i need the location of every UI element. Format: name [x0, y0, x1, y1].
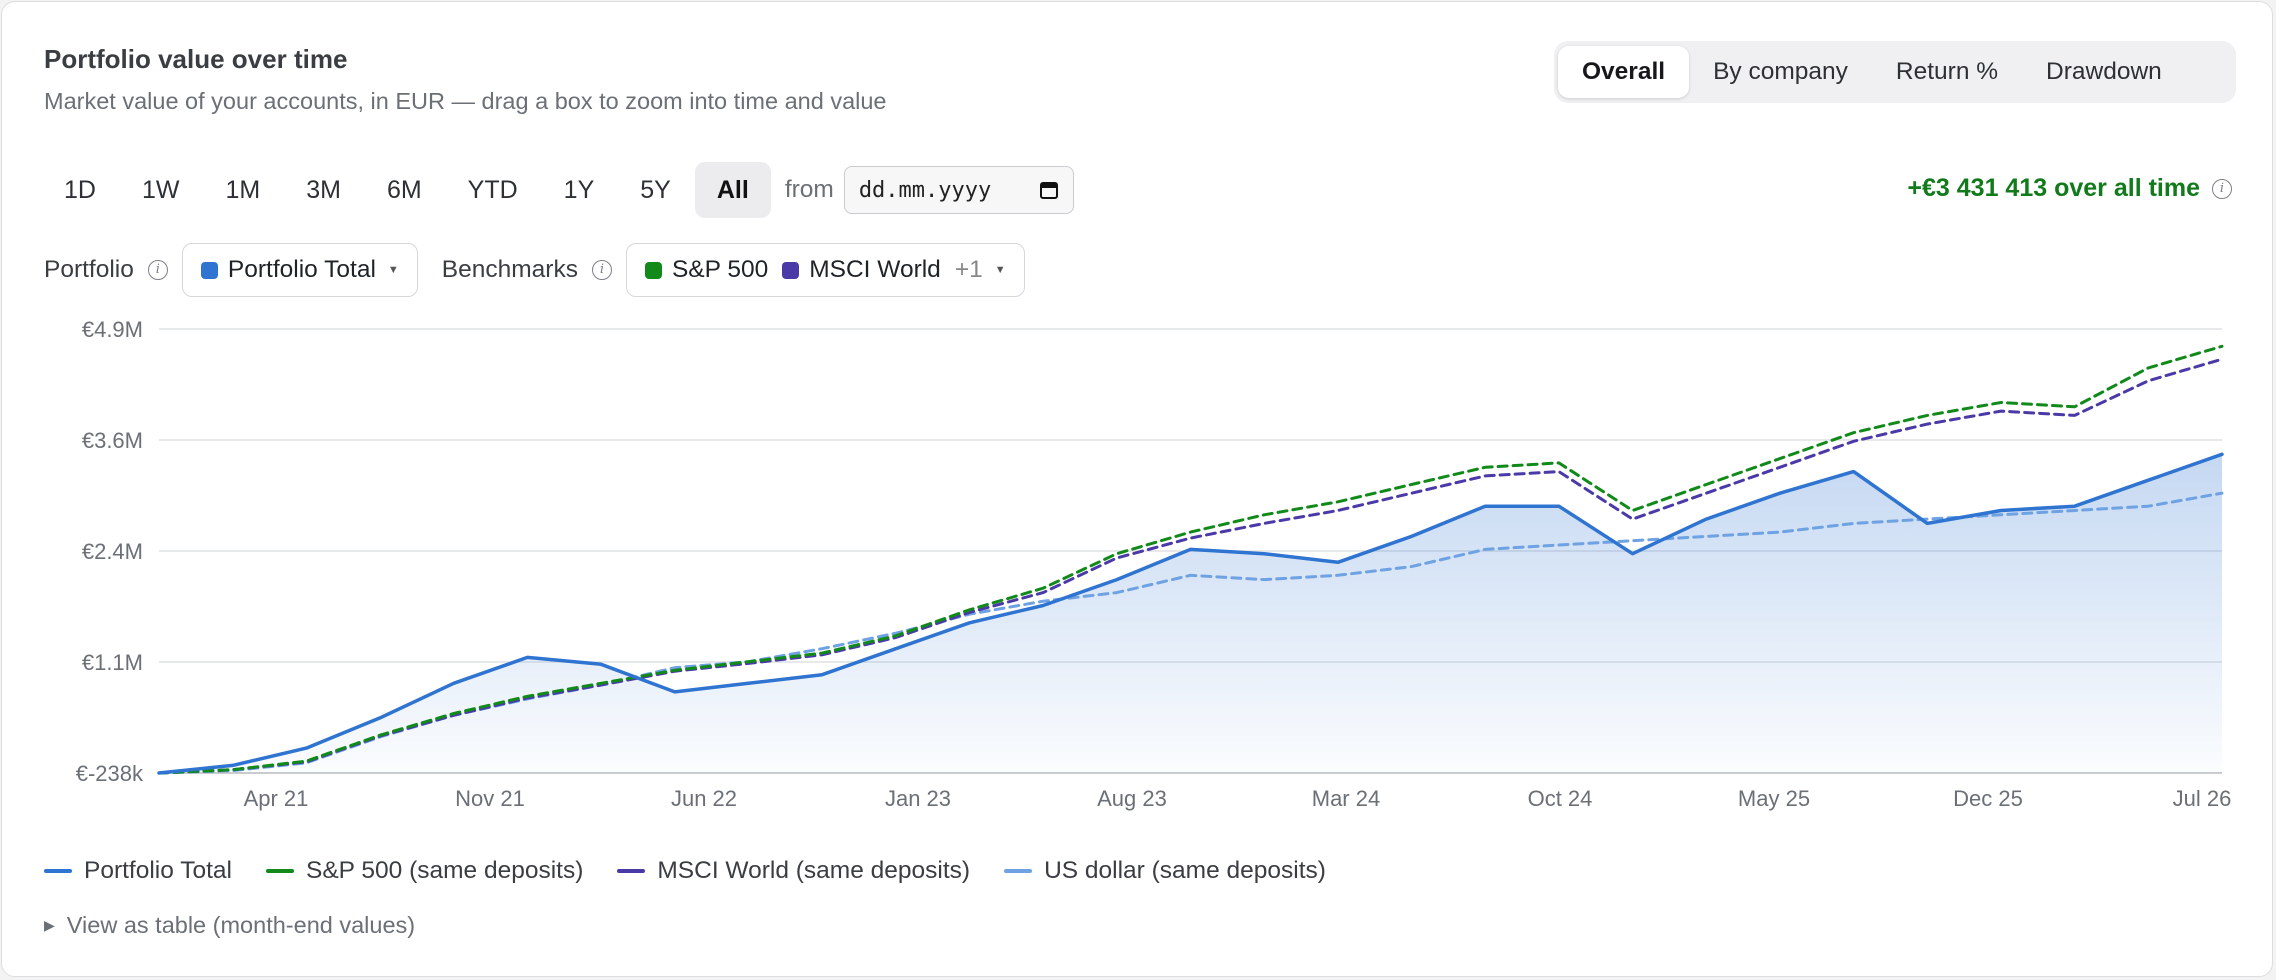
x-tick-label: Jun 22 [671, 786, 737, 811]
range-selector: 1D 1W 1M 3M 6M YTD 1Y 5Y All from dd.mm.… [42, 162, 1074, 218]
legend-item-sp500[interactable]: S&P 500 (same deposits) [266, 857, 583, 885]
chevron-down-icon: ▼ [994, 264, 1006, 276]
y-tick-label: €-238k [76, 761, 144, 786]
series-line-s-p-500-same-deposits [157, 344, 2224, 775]
portfolio-select[interactable]: Portfolio Total ▼ [181, 243, 418, 297]
info-icon[interactable]: i [2212, 179, 2232, 199]
x-tick-label: Jan 23 [885, 786, 951, 811]
disclosure-triangle-icon: ▶ [44, 917, 55, 933]
range-1w-button[interactable]: 1W [141, 176, 180, 204]
range-1m-button[interactable]: 1M [225, 176, 261, 204]
tab-drawdown[interactable]: Drawdown [2046, 58, 2162, 85]
benchmark-msci-world-label: MSCI World [809, 256, 941, 283]
range-ytd-button[interactable]: YTD [467, 176, 518, 204]
x-tick-label: Jul 26 [2173, 786, 2232, 811]
page-subtitle: Market value of your accounts, in EUR — … [44, 88, 887, 114]
x-tick-label: Aug 23 [1097, 786, 1167, 811]
series-line-portfolio-total [157, 452, 2224, 775]
range-1y-button[interactable]: 1Y [563, 176, 595, 204]
line-chart[interactable]: €-238k €1.1M €2.4M €3.6M €4.9M Apr 21 Nov 21 J… [2, 302, 2274, 842]
portfolio-area [159, 454, 2222, 773]
page-title: Portfolio value over time [44, 44, 348, 74]
benchmark-sp500-label: S&P 500 [671, 256, 769, 283]
total-change-value: +€3 431 413 over all time [1907, 174, 2200, 202]
legend-line [44, 869, 72, 873]
range-5y-button[interactable]: 5Y [640, 176, 671, 204]
from-label: from [784, 176, 834, 203]
x-tick-label: Mar 24 [1312, 786, 1380, 811]
x-tick-label: May 25 [1738, 786, 1810, 811]
legend-item-msci-world[interactable]: MSCI World (same deposits) [617, 857, 970, 885]
range-6m-button[interactable]: 6M [386, 176, 422, 204]
tab-overall[interactable]: Overall [1558, 46, 1690, 98]
portfolio-swatch [200, 261, 218, 279]
chart-legend: Portfolio Total S&P 500 (same deposits) … [44, 857, 1360, 885]
x-tick-label: Nov 21 [455, 786, 525, 811]
legend-line [1004, 869, 1033, 873]
legend-label: US dollar (same deposits) [1044, 857, 1326, 884]
legend-label: MSCI World (same deposits) [657, 857, 971, 884]
from-date-input[interactable]: dd.mm.yyyy [843, 166, 1074, 214]
legend-item-us-dollar[interactable]: US dollar (same deposits) [1004, 857, 1326, 885]
y-tick-label: €4.9M [82, 317, 143, 342]
msci-world-swatch [782, 261, 800, 279]
portfolio-selected-label: Portfolio Total [227, 256, 376, 283]
benchmark-more-count: +1 [954, 256, 983, 283]
from-date-placeholder: dd.mm.yyyy [858, 177, 992, 203]
y-tick-label: €2.4M [82, 539, 143, 564]
sp500-swatch [644, 261, 662, 279]
x-tick-label: Dec 25 [1953, 786, 2023, 811]
portfolio-info-icon[interactable]: i [147, 260, 168, 280]
legend-line [266, 869, 294, 873]
x-tick-label: Apr 21 [244, 786, 309, 811]
x-tick-label: Oct 24 [1528, 786, 1593, 811]
series-line-msci-world-same-deposits [157, 357, 2224, 775]
benchmarks-info-icon[interactable]: i [591, 260, 612, 280]
legend-label: Portfolio Total [84, 857, 232, 884]
benchmarks-select[interactable]: S&P 500 MSCI World +1 ▼ [625, 243, 1025, 297]
view-tabs: Overall By company Return % Drawdown [1554, 41, 2236, 103]
legend-line [617, 869, 646, 873]
view-as-table-label: View as table (month-end values) [66, 912, 416, 938]
calendar-icon[interactable] [1039, 180, 1059, 200]
view-as-table-toggle[interactable]: ▶ View as table (month-end values) [44, 912, 415, 939]
portfolio-label: Portfolio [44, 256, 134, 283]
y-tick-label: €3.6M [82, 428, 143, 453]
y-tick-label: €1.1M [82, 650, 143, 675]
range-3m-button[interactable]: 3M [306, 176, 341, 204]
chevron-down-icon: ▼ [387, 264, 399, 276]
benchmarks-label: Benchmarks [441, 256, 578, 283]
tab-by-company[interactable]: By company [1713, 58, 1848, 85]
legend-item-portfolio-total[interactable]: Portfolio Total [44, 857, 232, 885]
tab-return-percent[interactable]: Return % [1895, 58, 1999, 85]
range-1d-button[interactable]: 1D [64, 176, 96, 204]
range-all-button[interactable]: All [694, 162, 771, 218]
series-selector-row: Portfolio i Portfolio Total ▼ Benchmarks… [44, 242, 1025, 298]
legend-label: S&P 500 (same deposits) [306, 857, 584, 884]
